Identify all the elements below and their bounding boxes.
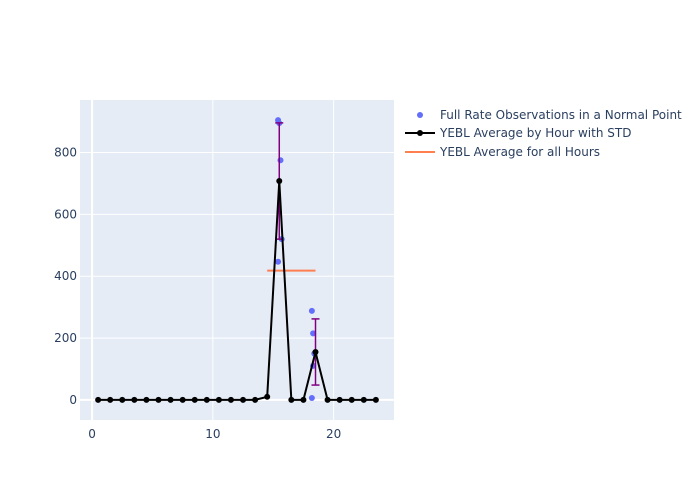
hourly-average-point xyxy=(336,396,343,403)
hourly-average-point xyxy=(324,396,331,403)
hourly-average-line xyxy=(95,178,379,403)
hourly-average-point xyxy=(191,396,198,403)
hourly-average-point xyxy=(360,396,367,403)
observation-point xyxy=(308,307,315,314)
observation-point xyxy=(310,330,317,337)
hourly-average-point xyxy=(252,396,259,403)
hourly-average-point xyxy=(167,396,174,403)
x-tick-label: 10 xyxy=(205,427,220,441)
hourly-average-point xyxy=(179,396,186,403)
legend[interactable]: Full Rate Observations in a Normal Point… xyxy=(405,108,682,159)
hourly-average-point xyxy=(227,396,234,403)
hourly-average-point xyxy=(95,396,102,403)
hourly-average-point xyxy=(300,396,307,403)
hourly-average-point xyxy=(276,178,283,185)
hourly-average-point xyxy=(131,396,138,403)
hourly-average-point xyxy=(107,396,114,403)
plot-area xyxy=(80,100,394,420)
observation-point xyxy=(275,258,282,265)
hourly-average-point xyxy=(240,396,247,403)
x-axis-ticks: 0 10 20 xyxy=(88,427,341,441)
y-tick-label: 800 xyxy=(54,146,77,160)
legend-item-overall-average[interactable]: YEBL Average for all Hours xyxy=(405,145,600,159)
hourly-average-point xyxy=(288,396,295,403)
legend-hourly-average-marker xyxy=(417,130,423,136)
hourly-average-point xyxy=(203,396,210,403)
hourly-average-point xyxy=(143,396,150,403)
hourly-average-point xyxy=(372,396,379,403)
hourly-average-point xyxy=(264,393,271,400)
x-tick-label: 0 xyxy=(88,427,96,441)
observation-point xyxy=(277,157,284,164)
hourly-average-point xyxy=(312,348,319,355)
x-tick-label: 20 xyxy=(326,427,341,441)
hourly-average-point xyxy=(119,396,126,403)
hourly-average-point xyxy=(155,396,162,403)
legend-item-observations[interactable]: Full Rate Observations in a Normal Point xyxy=(417,108,682,122)
y-tick-label: 0 xyxy=(69,393,77,407)
legend-overall-average-label: YEBL Average for all Hours xyxy=(439,145,600,159)
y-tick-label: 600 xyxy=(54,207,77,221)
hourly-average-point xyxy=(348,396,355,403)
y-tick-label: 200 xyxy=(54,331,77,345)
y-axis-ticks: 0 200 400 600 800 xyxy=(54,146,77,407)
legend-item-hourly-average[interactable]: YEBL Average by Hour with STD xyxy=(405,126,631,140)
y-tick-label: 400 xyxy=(54,269,77,283)
hourly-average-point xyxy=(215,396,222,403)
legend-hourly-average-label: YEBL Average by Hour with STD xyxy=(439,126,631,140)
observation-point xyxy=(308,395,315,402)
legend-observations-marker xyxy=(417,112,423,118)
legend-observations-label: Full Rate Observations in a Normal Point xyxy=(440,108,682,122)
